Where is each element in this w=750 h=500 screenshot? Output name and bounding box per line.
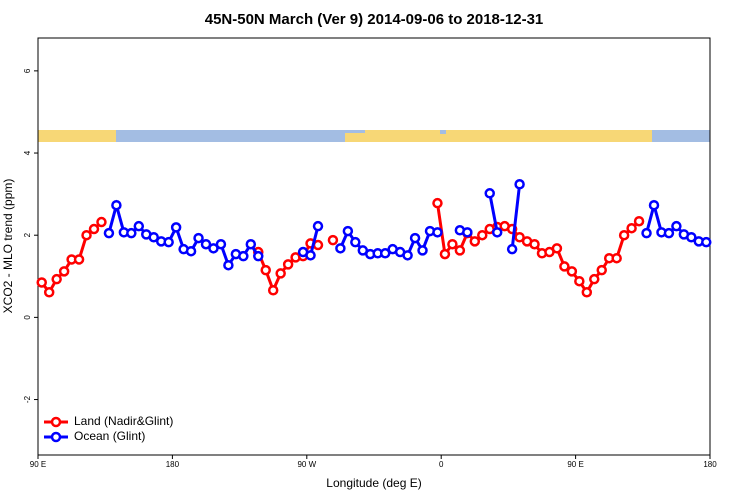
y-tick-label: 6 (23, 68, 32, 73)
data-point (253, 250, 264, 262)
data-point (43, 287, 55, 298)
data-point (566, 266, 578, 277)
legend-marker (50, 431, 62, 443)
x-axis-label: Longitude (deg E) (326, 476, 421, 490)
data-point (133, 220, 145, 232)
data-point (275, 268, 286, 279)
data-point (447, 238, 458, 250)
data-point (260, 264, 271, 276)
plot-frame (37, 37, 711, 456)
x-tick-label: 90 E (567, 460, 583, 469)
data-point (245, 238, 257, 250)
y-tick-label: -2 (23, 395, 32, 403)
chart-title: 45N-50N March (Ver 9) 2014-09-06 to 2018… (205, 11, 544, 28)
legend-label: Land (Nadir&Glint) (74, 414, 173, 428)
x-tick-label: 180 (703, 460, 717, 469)
data-point (701, 236, 712, 248)
data-point (663, 227, 675, 239)
data-point (491, 227, 503, 238)
data-point (312, 220, 324, 232)
data-point (402, 250, 413, 261)
data-point (267, 285, 279, 296)
data-point (238, 250, 249, 262)
data-point (126, 227, 137, 239)
data-point (305, 250, 316, 261)
data-point (589, 273, 600, 285)
data-point (432, 227, 443, 238)
data-point (648, 199, 660, 211)
data-point (559, 261, 570, 272)
data-point (58, 266, 70, 277)
data-point (454, 245, 466, 256)
data-point (327, 234, 339, 246)
data-point (350, 236, 361, 248)
data-point (342, 225, 354, 237)
data-point (185, 245, 197, 257)
data-point (581, 287, 593, 298)
data-point (439, 248, 451, 260)
data-point (671, 220, 682, 232)
data-point (633, 215, 645, 227)
data-point (148, 232, 159, 243)
x-tick-label: 0 (439, 460, 444, 469)
data-point (626, 222, 637, 234)
data-point (484, 188, 495, 199)
data-point (96, 216, 107, 228)
data-point (51, 273, 62, 285)
data-point (462, 227, 473, 238)
data-point (81, 229, 92, 241)
data-point (506, 243, 518, 255)
data-point (417, 245, 428, 256)
map-strip (38, 130, 710, 142)
data-point (611, 252, 622, 264)
y-tick-label: 4 (23, 150, 32, 155)
data-point (163, 236, 174, 248)
legend-label: Ocean (Glint) (74, 429, 145, 443)
legend-marker (50, 416, 62, 428)
data-point (193, 232, 204, 244)
data-point (170, 222, 182, 233)
data-point (409, 232, 421, 244)
data-point (36, 277, 47, 288)
data-point (111, 199, 122, 211)
y-axis-label: XCO2 - MLO trend (ppm) (1, 179, 15, 314)
data-point (574, 275, 585, 287)
data-point (208, 243, 219, 254)
x-tick-label: 180 (166, 460, 180, 469)
data-point (215, 238, 227, 250)
data-point (223, 259, 234, 271)
data-point (200, 238, 212, 250)
y-tick-label: 2 (23, 232, 32, 237)
x-tick-label: 90 W (297, 460, 316, 469)
y-tick-label: 0 (23, 315, 32, 320)
data-point (335, 243, 346, 254)
data-point (596, 264, 607, 276)
data-point (103, 227, 115, 239)
data-point (432, 197, 443, 209)
data-point (514, 232, 525, 243)
data-point (514, 179, 525, 190)
data-point (477, 229, 488, 241)
data-point (641, 227, 652, 239)
data-point (379, 248, 391, 259)
data-point (686, 232, 697, 243)
data-point (73, 254, 85, 265)
data-point (551, 243, 563, 254)
data-point (618, 229, 630, 241)
data-point (469, 236, 481, 247)
data-point (529, 238, 540, 250)
x-tick-label: 90 E (30, 460, 46, 469)
data-point (88, 223, 100, 235)
data-point (282, 259, 294, 270)
